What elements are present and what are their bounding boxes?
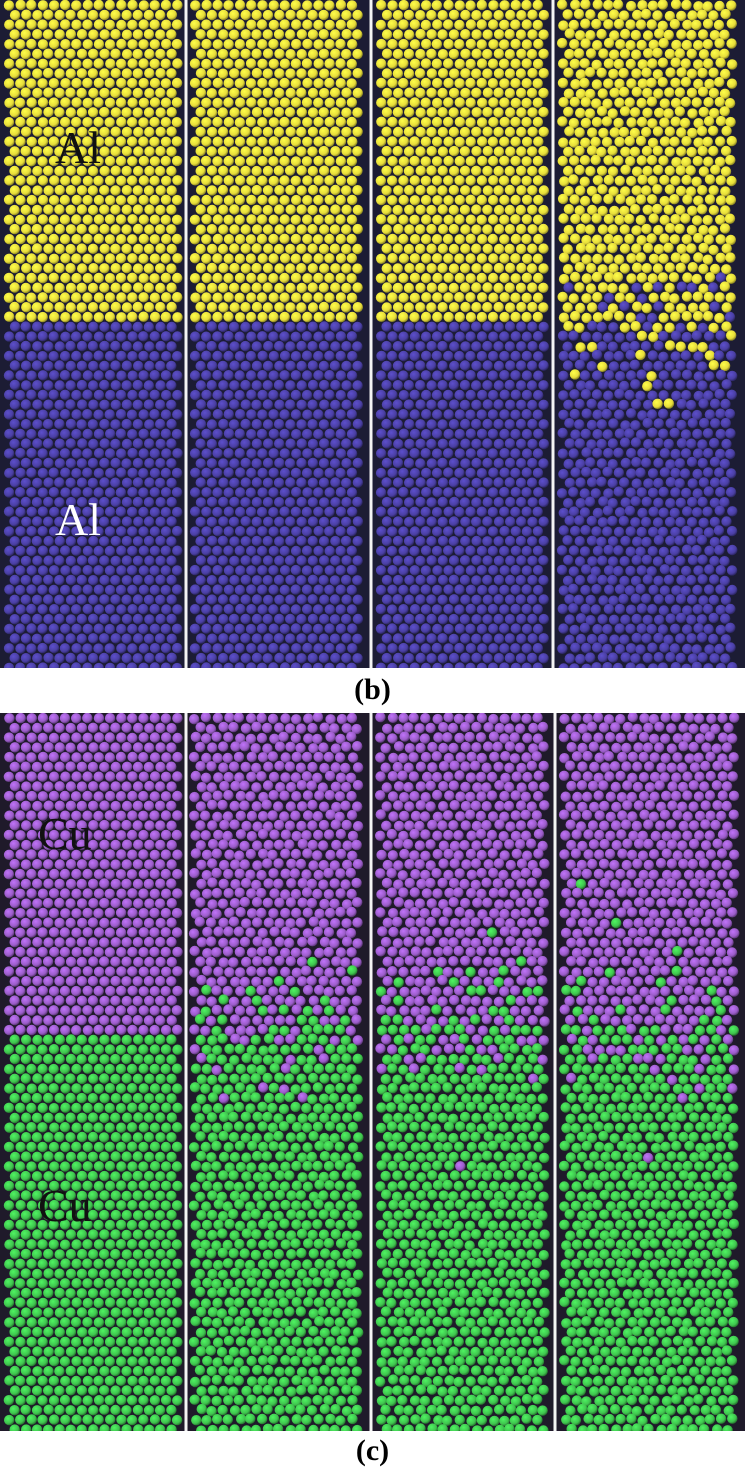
panel-b-column-2 <box>189 0 364 668</box>
panel-b-lower-species-label: Al <box>55 494 101 545</box>
panel-c-separator-2 <box>369 713 373 1431</box>
panel-c-caption: (c) <box>355 1434 390 1467</box>
panel-c-column-3 <box>375 713 550 1431</box>
panel-b-caption: (b) <box>354 673 391 706</box>
panel-c-atom-snapshots <box>3 713 740 1431</box>
panel-c-column-2 <box>188 713 364 1431</box>
panel-b-separator-1 <box>184 0 188 668</box>
panel-c-column-1 <box>3 713 183 1431</box>
panel-c-separator-1 <box>184 713 188 1431</box>
panel-c-cu-cu-simulation: Cu Cu <box>0 713 745 1431</box>
panel-b-column-1 <box>3 0 183 668</box>
panel-c-column-4 <box>558 713 740 1431</box>
panel-b-column-4 <box>556 0 738 668</box>
panel-b-upper-species-label: Al <box>55 122 101 173</box>
panel-b-separator-3 <box>551 0 555 668</box>
panel-b-atom-snapshots <box>3 0 738 668</box>
panel-c-upper-species-label: Cu <box>38 808 92 859</box>
panel-c-lower-species-label: Cu <box>38 1180 92 1231</box>
panel-b-al-al-simulation: Al Al <box>0 0 745 668</box>
panel-b-column-3 <box>375 0 550 668</box>
panel-b-separator-2 <box>369 0 373 668</box>
panel-c-separator-3 <box>553 713 557 1431</box>
